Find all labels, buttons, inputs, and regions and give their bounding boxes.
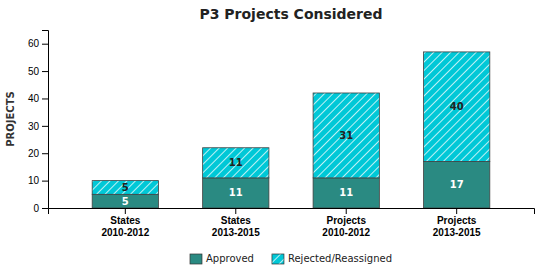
bar xyxy=(424,161,490,208)
legend-item: Approved xyxy=(190,253,254,264)
y-tick: 30 xyxy=(28,121,48,132)
x-tick: States2010-2012 xyxy=(101,208,149,238)
data-labels: 5 11 11 17 5 11 31 40 xyxy=(122,101,464,206)
data-label: 40 xyxy=(450,101,464,112)
x-tick-label: States2013-2015 xyxy=(212,215,260,238)
x-tick: Projects2010-2012 xyxy=(322,208,370,238)
x-axis: States2010-2012 States2013-2015 Projects20… xyxy=(49,208,535,238)
series xyxy=(92,161,490,208)
bar xyxy=(92,181,158,195)
x-axis-line xyxy=(49,209,535,215)
y-tick: 60 xyxy=(28,38,48,49)
y-label: PROJECTS xyxy=(5,91,16,146)
y-tick-mark xyxy=(42,98,48,99)
chart: 0 10 20 30 40 50 60 States2010-2012 States2013-2… xyxy=(0,0,549,270)
y-tick: 0 xyxy=(33,203,48,214)
data-label: 17 xyxy=(450,179,464,190)
y-tick-mark xyxy=(42,126,48,127)
y-tick-label: 0 xyxy=(33,203,39,214)
bar xyxy=(424,52,490,162)
bar xyxy=(313,178,379,208)
data-label: 5 xyxy=(122,182,129,193)
legend-label: Rejected/Reassigned xyxy=(288,253,392,264)
y-tick-label: 20 xyxy=(28,148,40,159)
x-tick-mark xyxy=(125,208,126,214)
y-tick-mark xyxy=(42,208,48,209)
legend-swatch xyxy=(272,254,284,264)
x-tick-label: States2010-2012 xyxy=(101,215,149,238)
bar xyxy=(203,148,269,178)
y-tick: 50 xyxy=(28,66,48,77)
bar xyxy=(313,93,379,178)
data-label: 11 xyxy=(339,187,353,198)
legend-swatch xyxy=(190,254,202,264)
legend-label: Approved xyxy=(206,253,254,264)
y-tick-mark xyxy=(42,153,48,154)
y-tick: 20 xyxy=(28,148,48,159)
y-axis: 0 10 20 30 40 50 60 xyxy=(28,31,49,214)
y-tick: 10 xyxy=(28,175,48,186)
x-tick-mark xyxy=(235,208,236,214)
plot: 0 10 20 30 40 50 60 States2010-2012 States2013-2… xyxy=(5,31,535,238)
x-tick-label: Projects2010-2012 xyxy=(322,215,370,238)
data-label: 31 xyxy=(339,130,353,141)
series xyxy=(92,52,490,194)
y-tick-label: 50 xyxy=(28,66,40,77)
y-tick-label: 60 xyxy=(28,38,40,49)
bars xyxy=(92,52,490,208)
data-label: 5 xyxy=(122,196,129,207)
bar xyxy=(203,178,269,208)
x-tick-mark xyxy=(456,208,457,214)
x-tick-mark xyxy=(346,208,347,214)
x-tick: Projects2013-2015 xyxy=(433,208,481,238)
legend-item: Rejected/Reassigned xyxy=(272,253,392,264)
y-tick-mark xyxy=(42,44,48,45)
legend: Approved Rejected/Reassigned xyxy=(190,253,392,264)
y-tick-label: 10 xyxy=(28,175,40,186)
data-label: 11 xyxy=(229,187,243,198)
y-axis-line xyxy=(42,31,49,209)
y-tick-label: 30 xyxy=(28,121,40,132)
data-label: 11 xyxy=(229,157,243,168)
y-tick-mark xyxy=(42,71,48,72)
y-tick: 40 xyxy=(28,93,48,104)
x-tick: States2013-2015 xyxy=(212,208,260,238)
bar xyxy=(92,194,158,208)
title: P3 Projects Considered xyxy=(199,6,382,22)
y-tick-mark xyxy=(42,181,48,182)
x-tick-label: Projects2013-2015 xyxy=(433,215,481,238)
y-tick-label: 40 xyxy=(28,93,40,104)
